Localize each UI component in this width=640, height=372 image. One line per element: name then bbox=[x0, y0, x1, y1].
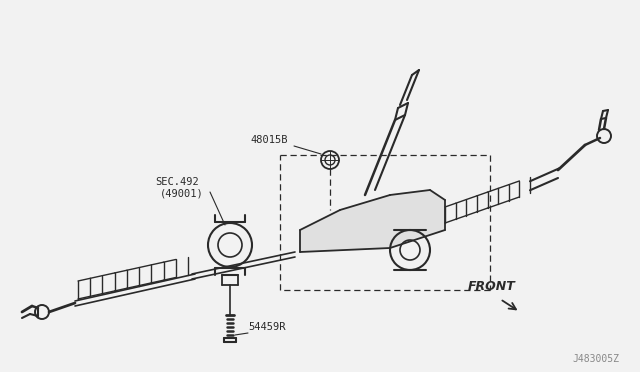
Text: (49001): (49001) bbox=[160, 188, 204, 198]
Text: 54459R: 54459R bbox=[248, 322, 285, 332]
Text: SEC.492: SEC.492 bbox=[155, 177, 199, 187]
Text: FRONT: FRONT bbox=[468, 280, 516, 293]
Polygon shape bbox=[300, 190, 445, 252]
Text: J483005Z: J483005Z bbox=[572, 354, 619, 364]
Text: 48015B: 48015B bbox=[250, 135, 287, 145]
